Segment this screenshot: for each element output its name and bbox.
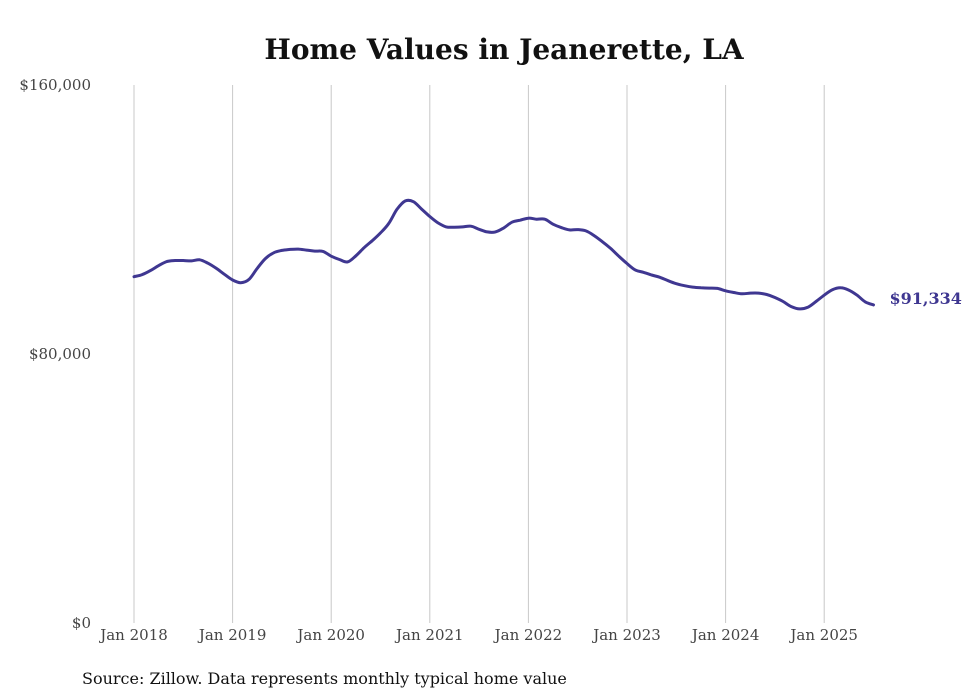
x-tick-label: Jan 2020 [295, 626, 365, 644]
x-tick-label: Jan 2025 [788, 626, 858, 644]
y-tick-label: $160,000 [19, 76, 91, 94]
x-tick-label: Jan 2022 [493, 626, 563, 644]
source-note: Source: Zillow. Data represents monthly … [82, 669, 567, 688]
series-layer: $91,334 [132, 198, 962, 311]
x-tick-label: Jan 2019 [197, 626, 267, 644]
home-value-line [132, 198, 875, 311]
end-value-label: $91,334 [890, 289, 962, 308]
y-tick-label: $80,000 [29, 345, 91, 363]
gridlines [133, 85, 825, 623]
x-axis-tick-labels: Jan 2018 Jan 2019 Jan 2020 Jan 2021 Jan 2022… [98, 626, 858, 644]
x-tick-label: Jan 2018 [98, 626, 168, 644]
x-tick-label: Jan 2021 [394, 626, 464, 644]
y-tick-label: $0 [72, 614, 91, 632]
x-tick-label: Jan 2024 [690, 626, 760, 644]
x-tick-label: Jan 2023 [591, 626, 661, 644]
y-axis-tick-labels: $0 $80,000 $160,000 [19, 76, 91, 632]
chart-title: Home Values in Jeanerette, LA [264, 33, 744, 66]
